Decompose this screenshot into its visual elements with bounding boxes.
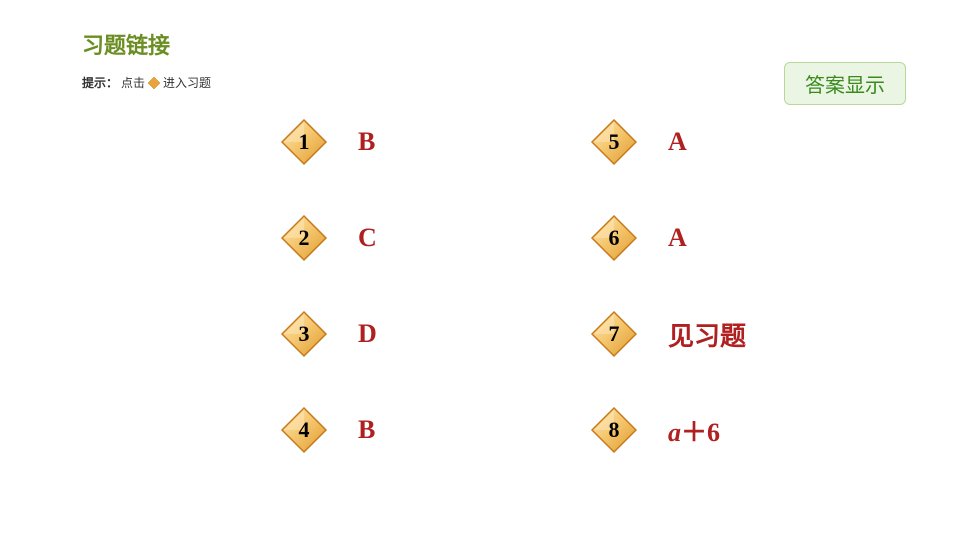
hint-suffix: 进入习题 (163, 74, 211, 91)
exercise-row: 6A (590, 214, 746, 262)
exercise-row: 7 见习题 (590, 310, 746, 358)
left-column: 1B 2C 3D 4B (280, 118, 377, 454)
exercise-answer: C (358, 223, 377, 253)
exercise-row: 3D (280, 310, 377, 358)
hint-prefix: 提示： (82, 74, 118, 91)
exercise-diamond-button[interactable]: 4 (280, 406, 328, 454)
exercise-diamond-button[interactable]: 5 (590, 118, 638, 166)
exercise-answer: B (358, 127, 375, 157)
exercise-row: 8 a＋6 (590, 406, 746, 454)
hint-click: 点击 (121, 74, 145, 91)
exercise-number: 7 (609, 321, 620, 347)
exercise-number: 5 (609, 129, 620, 155)
show-answers-button[interactable]: 答案显示 (784, 62, 906, 105)
right-column: 5A 6A 7见习题 (590, 118, 746, 454)
exercise-diamond-button[interactable]: 6 (590, 214, 638, 262)
exercise-number: 6 (609, 225, 620, 251)
exercise-number: 3 (299, 321, 310, 347)
exercise-diamond-button[interactable]: 3 (280, 310, 328, 358)
exercise-answer: A (668, 223, 687, 253)
exercise-number: 8 (609, 417, 620, 443)
exercise-answer: a＋6 (668, 412, 720, 449)
hint-text: 提示： 点击 进入习题 (82, 74, 211, 91)
exercise-row: 5A (590, 118, 746, 166)
exercise-diamond-button[interactable]: 8 (590, 406, 638, 454)
exercise-row: 1B (280, 118, 377, 166)
page-title: 习题链接 (82, 28, 170, 60)
exercise-diamond-button[interactable]: 7 (590, 310, 638, 358)
exercise-answer: B (358, 415, 375, 445)
exercise-diamond-button[interactable]: 1 (280, 118, 328, 166)
exercise-number: 1 (299, 129, 310, 155)
exercise-number: 4 (299, 417, 310, 443)
exercise-diamond-button[interactable]: 2 (280, 214, 328, 262)
exercise-number: 2 (299, 225, 310, 251)
exercise-row: 2C (280, 214, 377, 262)
diamond-icon (148, 77, 160, 89)
exercise-answer: D (358, 319, 377, 349)
exercise-row: 4B (280, 406, 377, 454)
exercise-answer: A (668, 127, 687, 157)
exercise-answer: 见习题 (668, 316, 746, 353)
